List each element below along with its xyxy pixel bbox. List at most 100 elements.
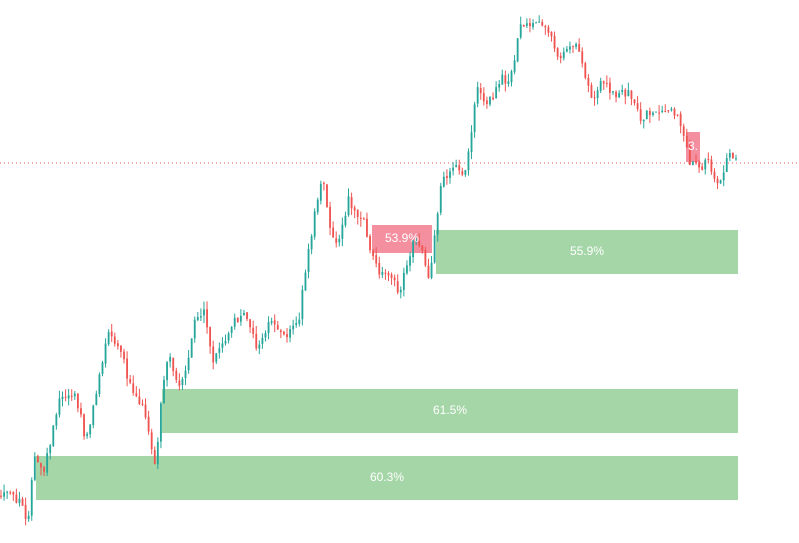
candle-body [138,396,141,405]
candle-body [175,370,178,380]
candle-body [159,403,162,442]
candle-body [476,87,479,104]
candle-body [236,317,239,323]
candle-body [89,424,92,435]
support-zone-4 [36,456,738,500]
candle-body [602,81,605,84]
candle-body [353,207,356,211]
candle-body [21,498,24,506]
candle-body [682,126,685,136]
candle-body [43,467,45,472]
candle-body [633,99,636,103]
candle-body [648,110,651,116]
candle-body [615,91,617,98]
candle-body [233,317,236,327]
candle-body [652,112,654,115]
candle-body [572,45,574,47]
candle-body [316,199,319,213]
candle-body [126,358,129,379]
candle-body [688,146,691,166]
candle-body [212,346,215,363]
candle-body [452,167,454,171]
candle-body [695,161,697,164]
candles-layer [0,15,737,526]
candle-body [52,425,55,446]
candle-body [83,414,85,437]
candle-body [286,334,288,338]
candle-body [719,180,722,184]
candle-body [692,161,694,165]
candle-body [329,206,331,228]
candle-body [310,236,313,250]
support-zone-label-1: 55.9% [570,244,604,258]
zones-layer [36,132,738,500]
candle-body [590,85,593,98]
candle-body [492,97,494,100]
candle-body [338,238,341,243]
candle-body [116,343,119,347]
candle-body [273,320,276,325]
candle-body [461,171,464,175]
candle-body [0,495,2,497]
candle-body [80,408,82,415]
candle-body [639,109,642,121]
candle-body [473,104,476,133]
candle-body [261,338,264,344]
candle-body [538,21,541,23]
candle-body [181,378,184,386]
candle-body [163,379,165,404]
candle-body [141,403,144,405]
support-zone-3 [162,389,738,433]
candle-body [196,317,199,321]
candle-body [381,271,384,275]
candle-body [24,504,27,519]
candle-body [722,172,725,181]
candle-body [326,184,328,208]
candle-body [679,113,682,126]
candle-body [618,92,621,98]
candle-body [667,110,670,112]
candle-body [209,327,212,347]
candle-body [243,312,245,315]
candle-body [362,218,365,220]
support-zone-1 [436,230,738,274]
candle-body [630,90,633,99]
candle-body [150,432,153,450]
candle-body [249,319,252,328]
candle-body [575,43,578,47]
candle-body [239,315,242,322]
candle-body [519,24,522,38]
candle-body [322,183,325,185]
zone-labels-layer: 53.9% 55.9% 3. 61.5% 60.3% [370,139,698,484]
candle-body [707,158,710,160]
candle-body [409,256,411,266]
candle-body [578,44,581,52]
candle-body [178,380,181,386]
candle-body [264,333,267,338]
candle-body [562,51,565,59]
candle-body [704,159,707,170]
candle-body [252,327,255,334]
candle-body [30,480,33,516]
candle-body [172,357,175,372]
candle-body [295,323,298,326]
candle-body [501,74,504,85]
candle-body [166,362,168,381]
candle-body [735,158,737,160]
candle-body [581,51,584,64]
candle-body [458,165,461,171]
candle-body [547,27,550,33]
candle-body [698,162,701,168]
candle-body [541,22,544,26]
candle-body [98,374,101,394]
candle-body [498,84,501,88]
candle-body [676,114,679,116]
candle-body [203,309,205,316]
candle-body [532,23,534,28]
candle-body [369,236,371,251]
candle-body [522,24,525,27]
candle-body [289,329,292,338]
candle-body [529,23,531,27]
